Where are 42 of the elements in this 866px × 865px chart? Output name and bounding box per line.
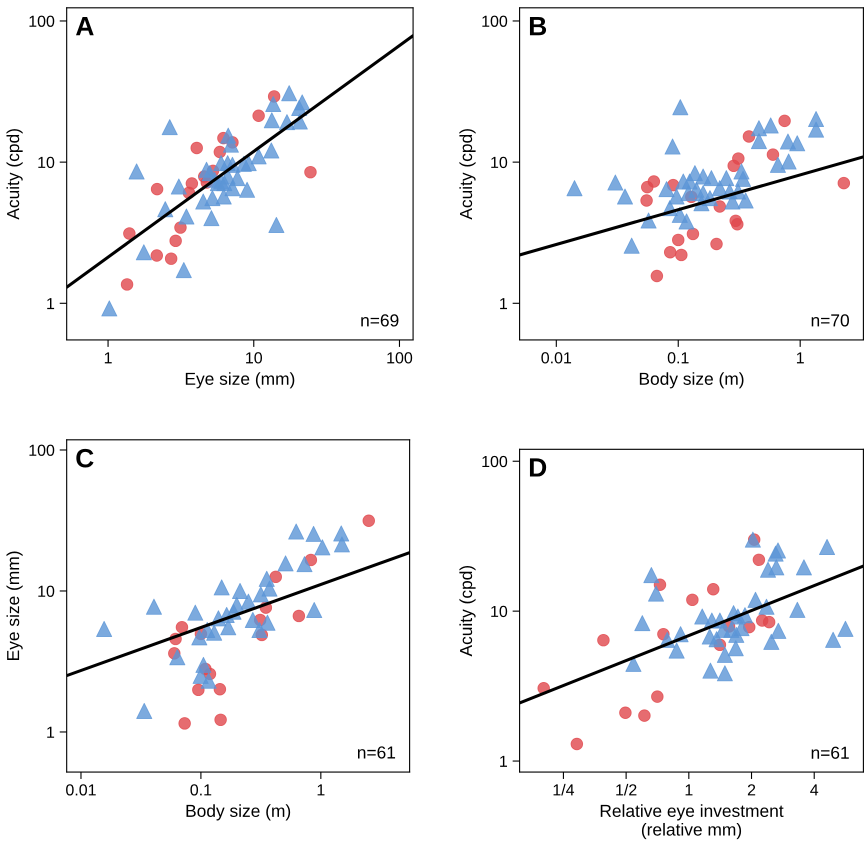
x-tick-label: 1 <box>686 784 692 796</box>
x-tick-label: 2 <box>748 784 756 796</box>
x-tick-label: 1/4 <box>554 784 574 796</box>
x-axis-title: Relative eye investment (relative mm) <box>600 804 784 840</box>
y-tick-label: 10 <box>38 156 54 168</box>
x-tick-label: 0.1 <box>190 784 212 796</box>
y-tick-label: 1 <box>47 726 54 738</box>
x-tick-label: 4 <box>810 784 818 796</box>
y-tick-label: 1 <box>500 756 508 767</box>
y-tick-label: 100 <box>482 16 508 27</box>
y-tick-label: 1 <box>47 298 54 310</box>
x-tick-label: 100 <box>387 352 412 364</box>
annotation: n=61 <box>812 746 849 759</box>
y-axis-title: Acuity (cpd) <box>6 129 23 220</box>
y-tick-label: 1 <box>500 298 508 310</box>
annotation: n=69 <box>361 314 398 327</box>
y-axis-title: Acuity (cpd) <box>459 129 476 220</box>
x-tick-label: 1/2 <box>616 784 636 796</box>
y-tick-label: 100 <box>29 444 54 456</box>
y-axis-title: Acuity (cpd) <box>459 566 476 656</box>
y-tick-label: 10 <box>38 586 54 597</box>
chart-title: B <box>530 17 546 36</box>
x-tick-label: 10 <box>246 352 262 364</box>
annotation: n=70 <box>812 314 849 327</box>
y-tick-label: 10 <box>491 606 508 618</box>
chart-title: C <box>76 448 94 468</box>
chart-title: D <box>530 458 546 477</box>
x-tick-label: 0.1 <box>668 352 689 364</box>
annotation: n=61 <box>358 746 396 759</box>
x-axis-title: Body size (m) <box>186 804 290 820</box>
x-tick-label: 0.01 <box>66 784 96 796</box>
x-axis-title: Eye size (mm) <box>186 372 294 388</box>
x-tick-label: 1 <box>796 352 804 364</box>
y-tick-label: 100 <box>29 16 54 27</box>
y-axis-title: Eye size (mm) <box>6 552 23 660</box>
x-tick-label: 0.01 <box>541 352 572 364</box>
chart-title: A <box>76 17 94 36</box>
x-axis-title: Body size (m) <box>640 372 744 388</box>
x-tick-label: 1 <box>318 784 324 796</box>
y-tick-label: 100 <box>482 456 508 468</box>
x-tick-label: 1 <box>104 352 112 364</box>
y-tick-label: 10 <box>491 156 508 168</box>
